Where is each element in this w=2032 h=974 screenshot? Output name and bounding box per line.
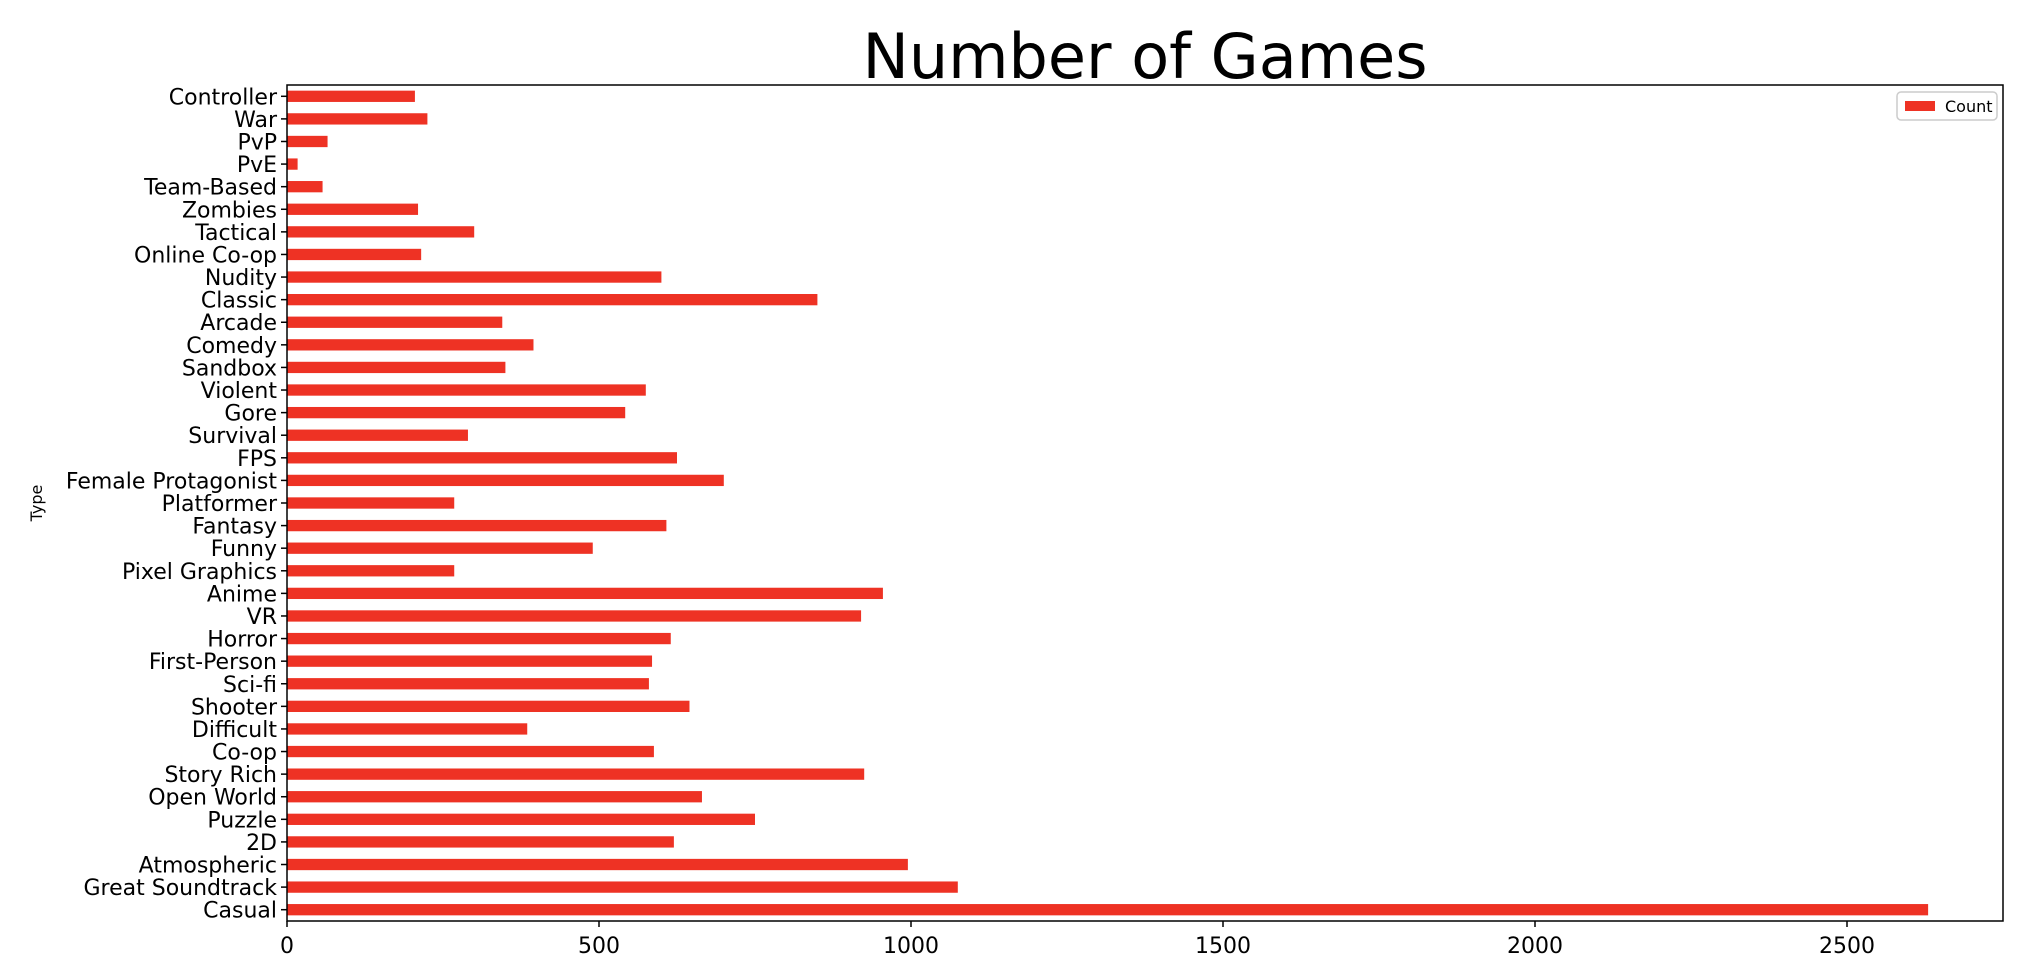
- bar-difficult: [287, 723, 528, 735]
- y-tick-label: Co-op: [212, 741, 277, 766]
- bar-sci-fi: [287, 678, 649, 690]
- x-tick-layer: 0 500 1000 1500 2000 2500: [280, 921, 1875, 959]
- bar-team-based: [287, 181, 323, 193]
- bar-sandbox: [287, 361, 506, 374]
- y-tick-label: Fantasy: [192, 515, 277, 540]
- legend: Count: [1896, 91, 1998, 121]
- bar-online-co-op: [287, 248, 422, 261]
- bar-gore: [287, 406, 626, 419]
- legend-swatch: [1905, 101, 1935, 111]
- y-tick-label: Atmospheric: [139, 854, 277, 879]
- legend-box: [1896, 91, 1998, 121]
- bar-platformer: [287, 497, 455, 509]
- y-tick-label: Pixel Graphics: [122, 560, 277, 585]
- bar-horror: [287, 632, 671, 645]
- y-tick-label: Controller: [169, 85, 278, 110]
- y-tick-label: Great Soundtrack: [83, 876, 277, 901]
- y-tick-label: Arcade: [200, 311, 277, 336]
- bar-anime: [287, 587, 883, 600]
- y-tick-label: VR: [247, 605, 277, 630]
- bar-funny: [287, 542, 593, 554]
- y-tick-label: Zombies: [182, 198, 277, 223]
- bar-nudity: [287, 271, 662, 283]
- y-tick-label: Shooter: [191, 695, 278, 720]
- y-tick-label: FPS: [237, 447, 277, 472]
- bar-story-rich: [287, 768, 865, 780]
- bar-violent: [287, 384, 646, 396]
- bar-comedy: [287, 339, 534, 351]
- y-tick-label: Team-Based: [143, 176, 277, 201]
- x-tick-label: 500: [578, 934, 620, 959]
- y-tick-label: Funny: [211, 537, 277, 562]
- y-tick-label: Difficult: [192, 718, 277, 743]
- y-tick-label: Female Protagonist: [66, 469, 277, 494]
- x-tick-label: 0: [280, 934, 294, 959]
- y-tick-label: Platformer: [162, 492, 278, 517]
- y-tick-label: Survival: [188, 424, 277, 449]
- bar-controller: [287, 90, 415, 102]
- bar-great-soundtrack: [287, 881, 958, 893]
- bar-fantasy: [287, 519, 667, 532]
- y-tick-label: Online Co-op: [134, 243, 277, 268]
- y-tick-label: Comedy: [186, 334, 277, 359]
- bar-pvp: [287, 135, 328, 148]
- bar-survival: [287, 429, 468, 441]
- y-axis-label: Type: [27, 485, 46, 523]
- x-tick-label: 1000: [883, 934, 939, 959]
- y-tick-label: Casual: [203, 899, 277, 924]
- bar-female-protagonist: [287, 474, 724, 487]
- y-tick-label: Classic: [201, 289, 277, 314]
- bar-classic: [287, 294, 818, 306]
- bar-first-person: [287, 655, 653, 667]
- y-tick-label: Horror: [207, 628, 278, 653]
- bar-war: [287, 113, 428, 125]
- bar-tactical: [287, 226, 475, 238]
- bar-casual: [287, 904, 1929, 916]
- y-tick-label: Nudity: [205, 266, 277, 291]
- bar-pve: [287, 158, 298, 170]
- x-tick-label: 1500: [1195, 934, 1251, 959]
- bar-open-world: [287, 791, 702, 803]
- y-tick-label: War: [234, 108, 278, 133]
- y-tick-label: Violent: [201, 379, 278, 404]
- y-tick-label: PvP: [237, 130, 277, 155]
- y-tick-label: Sandbox: [182, 356, 277, 381]
- y-tick-label: Anime: [207, 582, 277, 607]
- bar-vr: [287, 610, 862, 622]
- y-tick-label: PvE: [237, 153, 277, 178]
- y-tick-label: 2D: [246, 831, 277, 856]
- y-tick-label: Gore: [224, 402, 277, 427]
- bar-arcade: [287, 316, 503, 328]
- bar-shooter: [287, 700, 690, 712]
- bar-puzzle: [287, 813, 755, 825]
- bar-pixel-graphics: [287, 565, 455, 577]
- y-tick-label: Open World: [148, 786, 277, 811]
- bar-2d: [287, 836, 674, 848]
- legend-label: Count: [1945, 97, 1993, 116]
- y-tick-label: Story Rich: [164, 763, 277, 788]
- bar-zombies: [287, 203, 419, 215]
- x-tick-label: 2000: [1507, 934, 1563, 959]
- bars-layer: [287, 90, 1929, 916]
- bar-co-op: [287, 745, 654, 758]
- y-tick-label: Tactical: [194, 221, 277, 246]
- y-tick-label: Puzzle: [207, 808, 277, 833]
- bar-atmospheric: [287, 858, 908, 871]
- y-tick-label: First-Person: [149, 650, 277, 675]
- chart-title: Number of Games: [862, 20, 1427, 93]
- x-tick-label: 2500: [1819, 934, 1875, 959]
- y-tick-label: Sci-fi: [223, 673, 277, 698]
- bar-fps: [287, 452, 677, 464]
